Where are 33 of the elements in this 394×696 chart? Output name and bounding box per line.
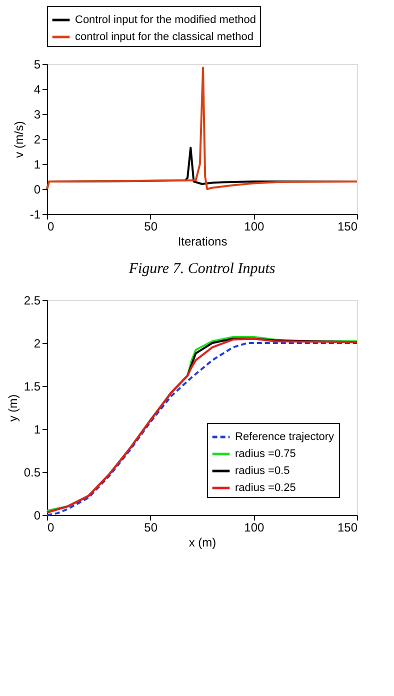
legend-label: Control input for the modified method <box>75 14 256 26</box>
legend-label: control input for the classical method <box>75 31 254 43</box>
y-tick-label: 2 <box>34 132 41 146</box>
x-tick-label: 100 <box>244 220 264 234</box>
x-tick-label: 0 <box>48 220 54 234</box>
x-tick-label: 100 <box>244 520 264 534</box>
x-tick-label: 150 <box>337 520 358 534</box>
legend-label: radius =0.5 <box>235 465 290 477</box>
y-tick-label: 2 <box>34 336 41 350</box>
legend-label: radius =0.75 <box>235 448 296 460</box>
y-tick-label: 3 <box>34 108 41 122</box>
y-tick-label: 4 <box>34 82 41 96</box>
y-tick-label: 1.5 <box>24 380 41 394</box>
y-tick-label: 2.5 <box>24 294 41 308</box>
caption: Figure 7. Control Inputs <box>128 261 276 277</box>
legend-label: radius =0.25 <box>235 482 296 494</box>
y-axis-title: v (m/s) <box>12 121 26 158</box>
y-tick-label: 5 <box>34 58 41 72</box>
y-tick-label: 1 <box>34 422 41 436</box>
x-tick-label: 0 <box>48 520 54 534</box>
x-tick-label: 50 <box>144 220 158 234</box>
y-tick-label: 1 <box>34 158 41 172</box>
x-axis-title: Iterations <box>178 234 228 248</box>
y-tick-label: 0 <box>34 508 41 522</box>
legend-label: Reference trajectory <box>235 431 335 443</box>
y-tick-label: -1 <box>30 208 41 222</box>
y-tick-label: 0 <box>34 182 41 196</box>
y-axis-title: y (m) <box>6 394 20 422</box>
y-tick-label: 0.5 <box>24 466 41 480</box>
line-series <box>46 66 358 190</box>
x-axis-title: x (m) <box>188 536 216 550</box>
x-tick-label: 50 <box>144 520 158 534</box>
x-tick-label: 150 <box>337 220 358 234</box>
